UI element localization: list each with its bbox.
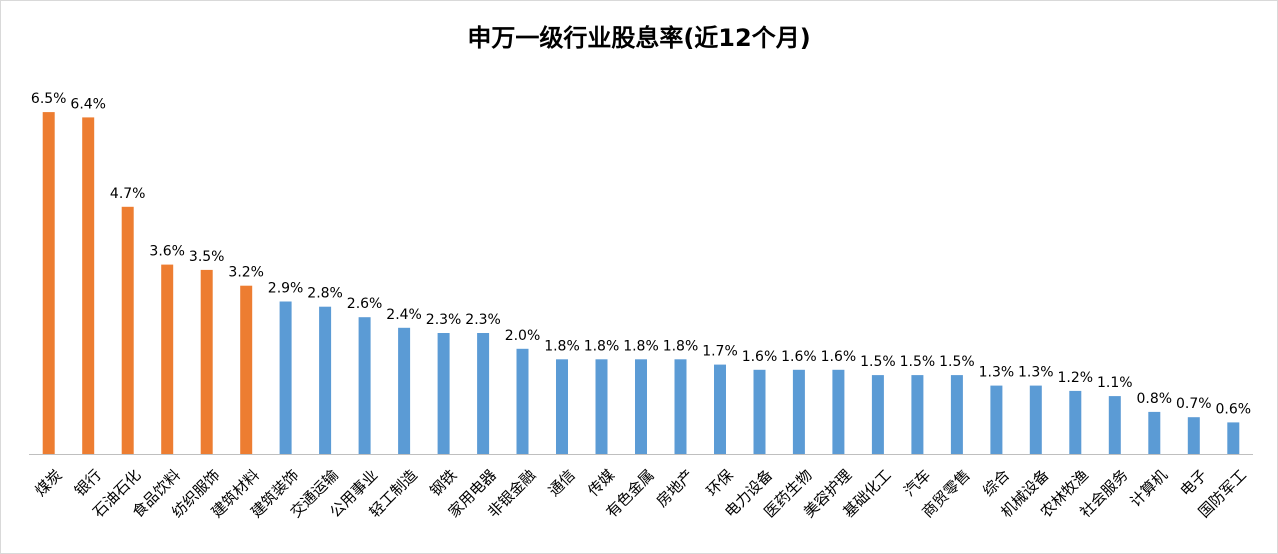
data-label: 1.6%	[742, 349, 778, 365]
data-label: 6.4%	[70, 96, 106, 112]
bar	[832, 369, 845, 454]
bar	[792, 369, 805, 454]
bar	[42, 112, 55, 454]
data-label: 4.7%	[110, 186, 146, 202]
data-label: 1.6%	[781, 349, 817, 365]
data-label: 3.5%	[189, 249, 225, 265]
bar	[161, 264, 174, 454]
bar	[595, 359, 608, 454]
data-label: 1.6%	[821, 349, 857, 365]
bar	[240, 285, 253, 454]
bar	[319, 306, 332, 454]
data-label: 1.8%	[584, 338, 620, 354]
bar	[1108, 396, 1121, 454]
category-label: 电子	[1177, 466, 1211, 500]
data-label: 1.8%	[623, 338, 659, 354]
chart-title: 申万一级行业股息率(近12个月)	[467, 24, 811, 52]
bar	[1148, 411, 1161, 454]
category-label: 环保	[703, 466, 737, 500]
data-label: 1.5%	[900, 354, 936, 370]
data-label: 2.0%	[505, 328, 541, 344]
bar	[714, 364, 726, 454]
category-label: 银行	[71, 466, 105, 500]
bar	[990, 385, 1003, 454]
bar	[635, 359, 647, 454]
category-label: 通信	[545, 466, 579, 500]
category-label: 房地产	[653, 466, 698, 511]
data-label: 0.7%	[1176, 396, 1212, 412]
bar	[1227, 422, 1240, 454]
data-label: 1.1%	[1097, 375, 1133, 391]
bar	[121, 206, 134, 454]
data-label: 6.5%	[31, 91, 67, 107]
data-label: 2.3%	[465, 312, 501, 328]
data-label: 1.5%	[939, 354, 975, 370]
bar	[516, 348, 529, 454]
bar	[674, 359, 687, 454]
bar	[1029, 385, 1042, 454]
category-label: 综合	[979, 466, 1013, 500]
bar	[477, 333, 490, 454]
category-label: 计算机	[1126, 466, 1171, 511]
data-label: 1.8%	[544, 338, 580, 354]
data-label: 1.7%	[702, 344, 738, 360]
data-label: 3.6%	[149, 244, 185, 260]
bar	[753, 369, 766, 454]
data-label: 2.3%	[426, 312, 462, 328]
bar	[200, 269, 213, 454]
category-label: 汽车	[900, 466, 934, 500]
data-label: 2.6%	[347, 296, 383, 312]
bar	[556, 359, 568, 454]
data-label: 3.2%	[228, 265, 264, 281]
data-label: 2.9%	[268, 281, 304, 297]
category-label: 传媒	[584, 466, 618, 500]
bar	[950, 375, 963, 454]
data-label: 1.2%	[1058, 370, 1094, 386]
data-label: 1.5%	[860, 354, 896, 370]
bar	[871, 375, 884, 454]
data-label: 0.6%	[1216, 401, 1252, 417]
bar	[398, 327, 411, 454]
category-label: 钢铁	[426, 466, 460, 500]
bar	[437, 333, 450, 454]
data-label: 2.4%	[386, 307, 422, 323]
data-label: 1.3%	[979, 365, 1015, 381]
bar	[911, 375, 924, 454]
data-label: 1.3%	[1018, 365, 1054, 381]
bar	[82, 117, 95, 455]
bar	[358, 317, 371, 454]
bar	[279, 301, 292, 454]
bar	[1187, 417, 1200, 454]
data-label: 0.8%	[1137, 391, 1173, 407]
data-label: 2.8%	[307, 286, 343, 302]
category-label: 煤炭	[31, 466, 65, 500]
bar	[1069, 390, 1082, 454]
data-label: 1.8%	[663, 338, 699, 354]
